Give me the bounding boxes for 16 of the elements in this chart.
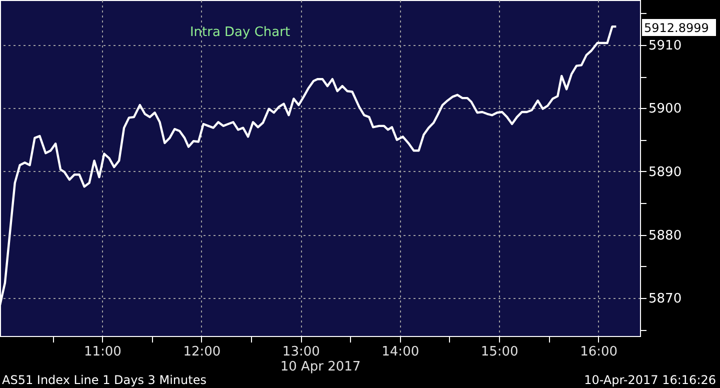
text: 5912.8999: [644, 21, 709, 35]
y-tick-label: 5870: [648, 292, 682, 307]
x-tick-label: 14:00: [382, 344, 420, 360]
text: AS51 Index Line 1 Days 3 Minutes: [2, 373, 206, 387]
y-tick-label: 5910: [648, 38, 682, 54]
x-tick-label: 12:00: [183, 344, 221, 360]
x-tick-label: 16:00: [580, 344, 618, 360]
x-tick-label: 11:00: [84, 344, 122, 360]
y-tick-label: 5890: [648, 164, 682, 180]
y-tick-label: 5900: [648, 102, 682, 117]
x-axis-title: 10 Apr 2017: [280, 360, 361, 374]
text: Intra Day Chart: [190, 25, 290, 40]
y-tick-label: 5880: [648, 228, 682, 244]
x-tick-label: 13:00: [282, 344, 320, 360]
x-tick-label: 15:00: [480, 344, 518, 360]
text: 10-Apr-2017 16:16:26: [584, 373, 716, 387]
